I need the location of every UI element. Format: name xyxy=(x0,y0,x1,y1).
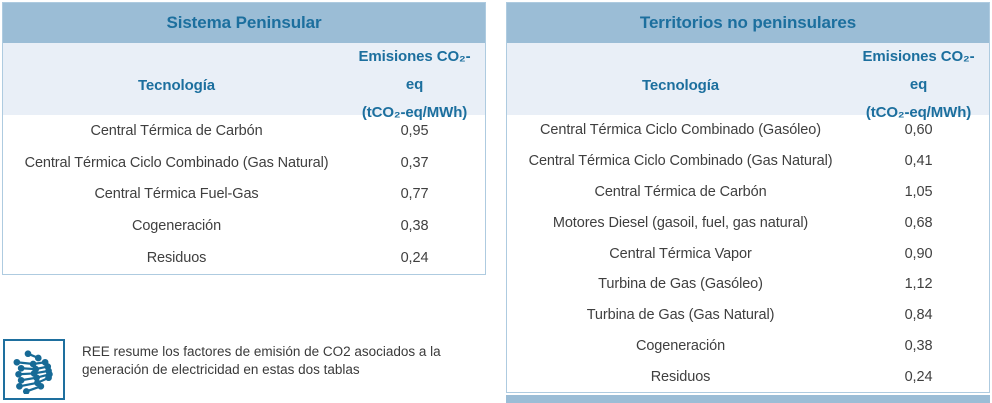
emission-value-cell: 1,12 xyxy=(904,276,933,293)
column-header-tecnologia: Tecnología xyxy=(641,76,720,94)
table-column-headers: Tecnología Emisiones CO₂-eq (tCO₂-eq/MWh… xyxy=(507,43,989,121)
emisiones-unit-line1: Emisiones CO₂-eq xyxy=(358,48,471,93)
emission-value-cell: 0,77 xyxy=(400,186,429,203)
table-row: Cogeneración 0,38 xyxy=(3,210,485,242)
table-row: Cogeneración 0,38 xyxy=(507,331,989,362)
emisiones-unit-line2: (tCO₂-eq/MWh) xyxy=(865,104,972,121)
emission-value-cell: 0,60 xyxy=(904,122,933,139)
table-row: Central Térmica de Carbón 0,95 xyxy=(3,115,485,147)
column-header-tecnologia: Tecnología xyxy=(137,76,216,94)
table-row: Motores Diesel (gasoil, fuel, gas natura… xyxy=(507,207,989,238)
emission-value-cell: 0,90 xyxy=(904,245,933,262)
technology-cell: Cogeneración xyxy=(635,337,726,354)
cutoff-next-table-header-strip xyxy=(506,395,990,403)
technology-cell: Residuos xyxy=(650,368,711,385)
technology-cell: Central Térmica Vapor xyxy=(609,245,752,262)
technology-cell: Central Térmica Fuel-Gas xyxy=(94,186,259,203)
technology-cell: Residuos xyxy=(146,250,207,267)
emission-value-cell: 0,84 xyxy=(904,307,933,324)
table-column-headers: Tecnología Emisiones CO₂-eq (tCO₂-eq/MWh… xyxy=(3,43,485,121)
table-row: Central Térmica Ciclo Combinado (Gas Nat… xyxy=(507,146,989,177)
table-row: Central Térmica Fuel-Gas 0,77 xyxy=(3,179,485,211)
emission-value-cell: 0,41 xyxy=(904,153,933,170)
left-table-column: Sistema Peninsular Tecnología Emisiones … xyxy=(2,2,486,275)
table-title-bar: Sistema Peninsular xyxy=(3,3,485,43)
column-header-emisiones: Emisiones CO₂-eq (tCO₂-eq/MWh) xyxy=(854,43,989,127)
emission-value-cell: 1,05 xyxy=(904,183,933,200)
table-body: Central Térmica Ciclo Combinado (Gasóleo… xyxy=(507,115,989,392)
right-table-column: Territorios no peninsulares Tecnología E… xyxy=(506,2,990,403)
emission-value-cell: 0,95 xyxy=(400,122,429,139)
emisiones-unit-line2: (tCO₂-eq/MWh) xyxy=(361,104,468,121)
table-title: Territorios no peninsulares xyxy=(639,13,857,32)
emission-value-cell: 0,24 xyxy=(400,250,429,267)
table-row: Turbina de Gas (Gasóleo) 1,12 xyxy=(507,269,989,300)
technology-cell: Central Térmica de Carbón xyxy=(90,122,263,139)
table-row: Central Térmica Ciclo Combinado (Gasóleo… xyxy=(507,115,989,146)
emission-value-cell: 0,24 xyxy=(904,368,933,385)
table-row: Residuos 0,24 xyxy=(3,242,485,274)
technology-cell: Motores Diesel (gasoil, fuel, gas natura… xyxy=(552,214,809,231)
emission-value-cell: 0,37 xyxy=(400,154,429,171)
emisiones-unit-line1: Emisiones CO₂-eq xyxy=(862,48,975,93)
table-row: Central Térmica Ciclo Combinado (Gas Nat… xyxy=(3,147,485,179)
table-row: Central Térmica de Carbón 1,05 xyxy=(507,177,989,208)
emission-value-cell: 0,38 xyxy=(400,218,429,235)
caption-area: REE resume los factores de emisión de CO… xyxy=(3,339,454,400)
column-header-emisiones: Emisiones CO₂-eq (tCO₂-eq/MWh) xyxy=(350,43,485,127)
emission-value-cell: 0,38 xyxy=(904,337,933,354)
technology-cell: Central Térmica Ciclo Combinado (Gasóleo… xyxy=(540,122,821,139)
technology-cell: Central Térmica Ciclo Combinado (Gas Nat… xyxy=(528,153,833,170)
technology-cell: Turbina de Gas (Gasóleo) xyxy=(598,276,763,293)
table-row: Turbina de Gas (Gas Natural) 0,84 xyxy=(507,300,989,331)
technology-cell: Turbina de Gas (Gas Natural) xyxy=(586,307,775,324)
table-row: Residuos 0,24 xyxy=(507,361,989,392)
technology-cell: Central Térmica Ciclo Combinado (Gas Nat… xyxy=(24,154,329,171)
technology-cell: Central Térmica de Carbón xyxy=(594,183,767,200)
table-row: Central Térmica Vapor 0,90 xyxy=(507,238,989,269)
table-sistema-peninsular: Sistema Peninsular Tecnología Emisiones … xyxy=(2,2,486,275)
table-body: Central Térmica de Carbón 0,95 Central Tér… xyxy=(3,115,485,274)
table-title-bar: Territorios no peninsulares xyxy=(507,3,989,43)
table-territorios-no-peninsulares: Territorios no peninsulares Tecnología E… xyxy=(506,2,990,394)
ree-logo-icon xyxy=(3,339,65,400)
emission-value-cell: 0,68 xyxy=(904,214,933,231)
table-title: Sistema Peninsular xyxy=(166,13,322,32)
caption-text: REE resume los factores de emisión de CO… xyxy=(82,344,441,378)
technology-cell: Cogeneración xyxy=(131,218,222,235)
